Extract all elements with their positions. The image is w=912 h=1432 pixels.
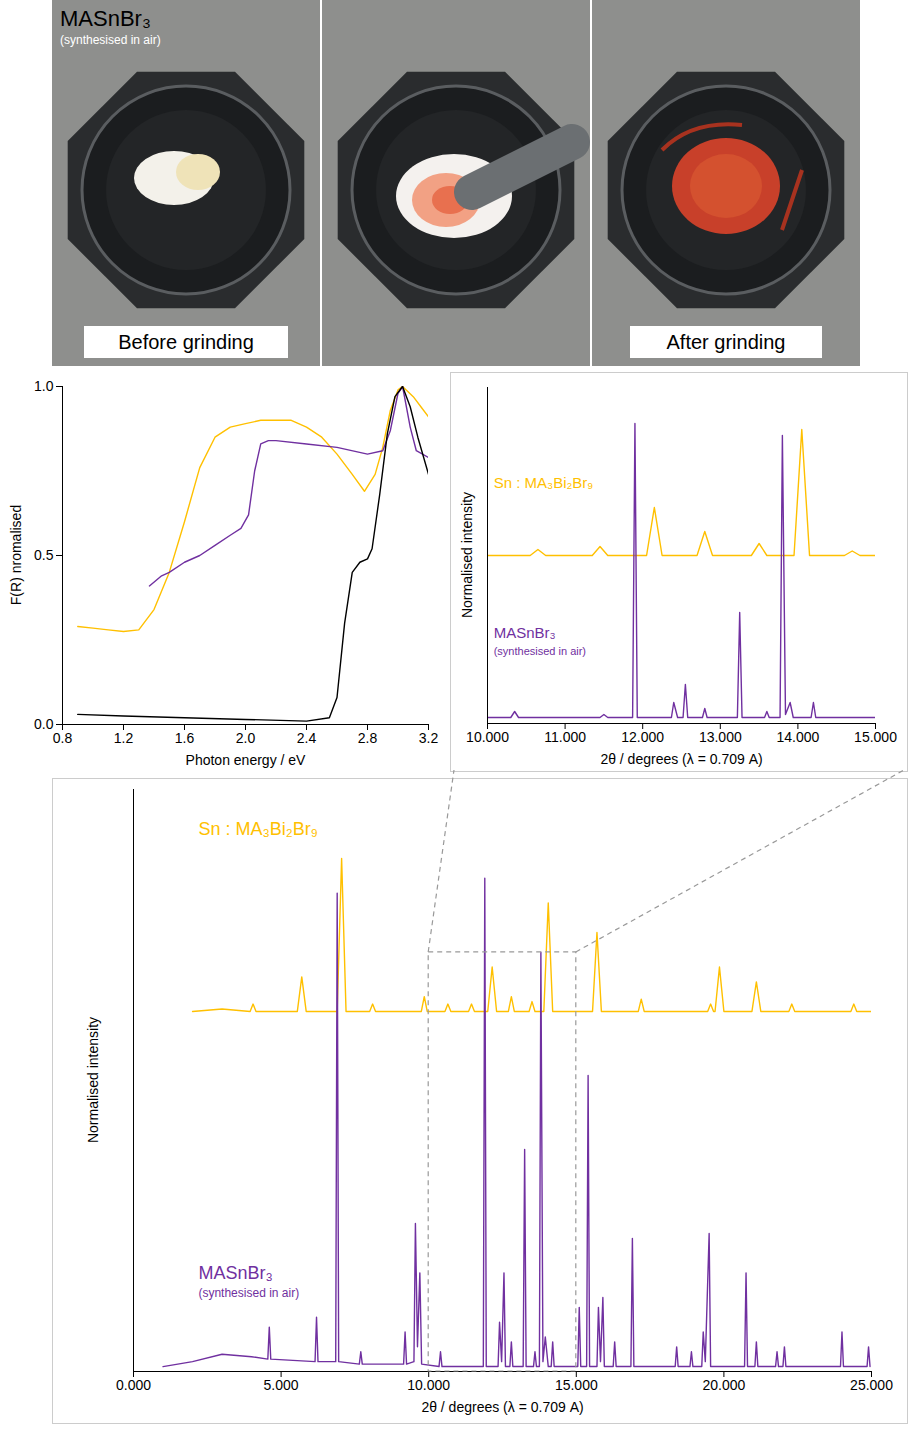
svg-text:14.000: 14.000 (776, 729, 819, 745)
svg-text:Photon energy / eV: Photon energy / eV (186, 752, 307, 768)
svg-text:Sn : MA₃Bi₂Br₉: Sn : MA₃Bi₂Br₉ (198, 819, 317, 839)
svg-text:3.2: 3.2 (419, 730, 439, 746)
svg-text:2.4: 2.4 (297, 730, 317, 746)
svg-text:12.000: 12.000 (621, 729, 664, 745)
svg-text:1.2: 1.2 (114, 730, 134, 746)
svg-text:10.000: 10.000 (466, 729, 509, 745)
svg-text:20.000: 20.000 (702, 1377, 745, 1393)
svg-text:MASnBr₃: MASnBr₃ (60, 6, 151, 31)
svg-text:MASnBr₃: MASnBr₃ (198, 1263, 272, 1283)
svg-text:13.000: 13.000 (699, 729, 742, 745)
svg-text:(synthesised in air): (synthesised in air) (198, 1286, 299, 1300)
svg-text:10.000: 10.000 (407, 1377, 450, 1393)
svg-text:1.0: 1.0 (34, 378, 54, 394)
svg-text:5.000: 5.000 (264, 1377, 299, 1393)
svg-text:2.0: 2.0 (236, 730, 256, 746)
svg-text:15.000: 15.000 (555, 1377, 598, 1393)
svg-text:1.6: 1.6 (175, 730, 195, 746)
svg-text:After grinding: After grinding (667, 331, 786, 353)
svg-text:2θ / degrees (λ = 0.709 A): 2θ / degrees (λ = 0.709 A) (600, 751, 762, 767)
svg-text:0.000: 0.000 (116, 1377, 151, 1393)
svg-text:Before grinding: Before grinding (118, 331, 254, 353)
svg-text:2.8: 2.8 (358, 730, 378, 746)
svg-text:15.000: 15.000 (854, 729, 897, 745)
svg-text:11.000: 11.000 (544, 729, 586, 745)
svg-text:25.000: 25.000 (850, 1377, 893, 1393)
html-text:Normalised intensity: Normalised intensity (85, 1017, 101, 1143)
html-text:Normalised intensity: Normalised intensity (459, 492, 475, 618)
svg-text:MASnBr₃: MASnBr₃ (494, 624, 556, 641)
svg-text:0.8: 0.8 (53, 730, 73, 746)
svg-text:(synthesised in air): (synthesised in air) (60, 33, 161, 47)
svg-text:0.5: 0.5 (34, 547, 54, 563)
svg-text:(synthesised in air): (synthesised in air) (494, 645, 586, 657)
svg-text:0.0: 0.0 (34, 716, 54, 732)
svg-text:2θ / degrees (λ = 0.709 A): 2θ / degrees (λ = 0.709 A) (421, 1399, 583, 1415)
svg-text:Sn : MA₃Bi₂Br₉: Sn : MA₃Bi₂Br₉ (494, 474, 594, 491)
html-text:F(R) nromalised: F(R) nromalised (8, 504, 24, 606)
